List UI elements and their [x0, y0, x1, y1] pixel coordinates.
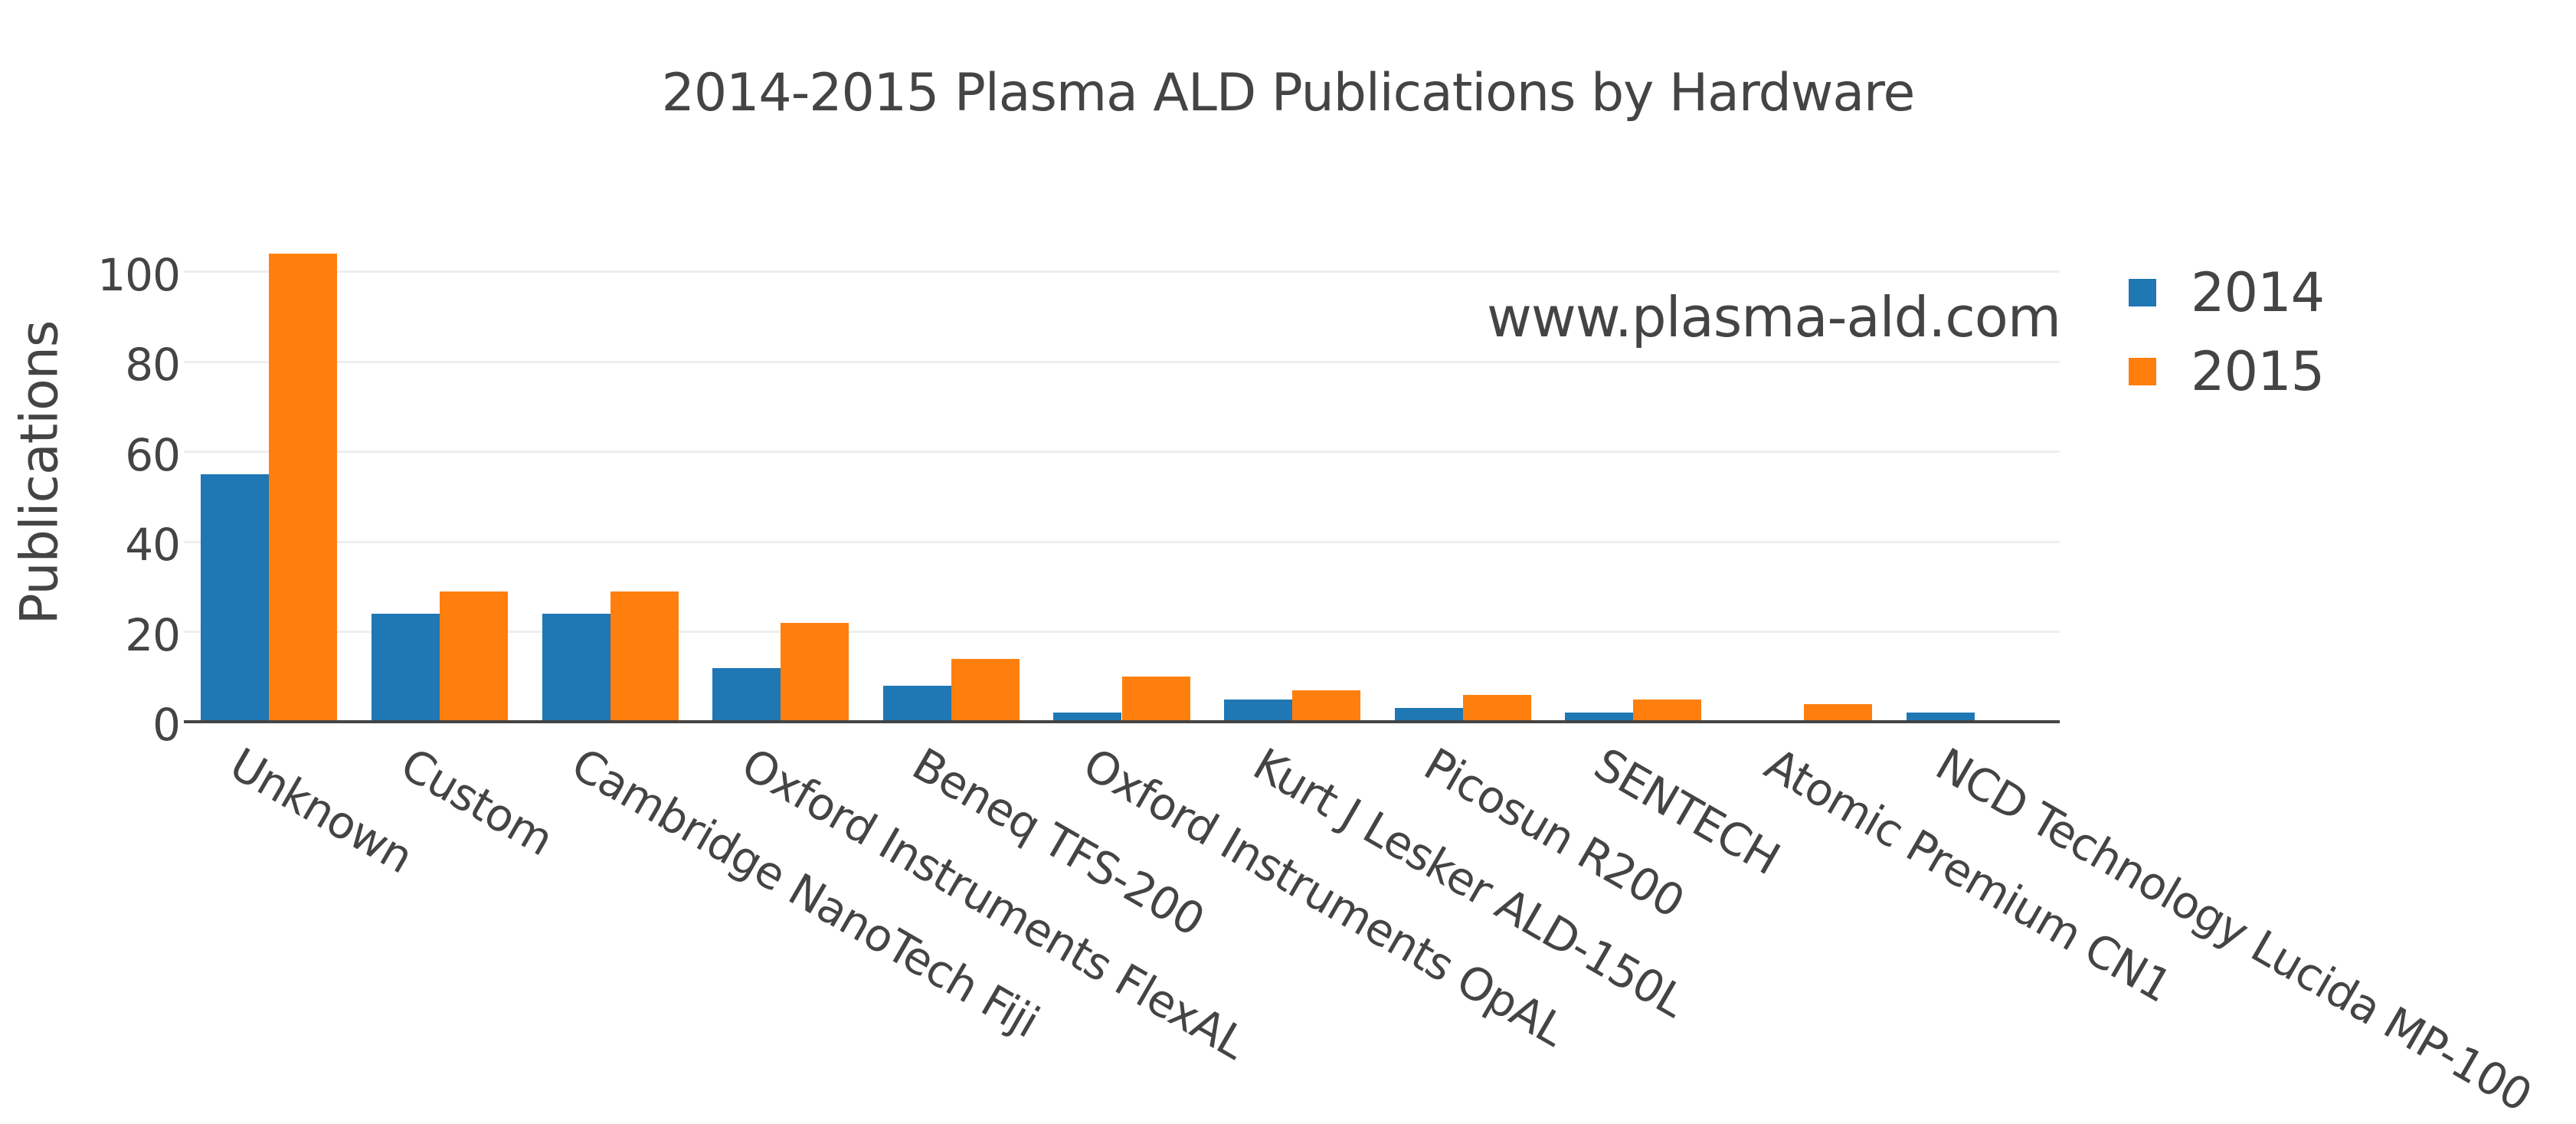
watermark-annotation: www.plasma-ald.com [1486, 285, 2061, 349]
bar-2015[interactable] [951, 658, 1020, 722]
chart-title: 2014-2015 Plasma ALD Publications by Har… [661, 63, 1916, 123]
y-tick-label: 60 [125, 428, 181, 481]
x-tick-label: Custom [391, 738, 562, 866]
x-axis-line [184, 720, 2060, 723]
bar-2015[interactable] [1462, 694, 1531, 722]
bar-2015[interactable] [1121, 677, 1190, 722]
bar-2014[interactable] [371, 614, 440, 722]
y-axis-title: Publications [9, 320, 70, 625]
legend-label: 2015 [2191, 339, 2325, 403]
legend-swatch-icon [2129, 278, 2156, 306]
y-tick-label: 40 [125, 519, 181, 572]
bar-2014[interactable] [1394, 708, 1463, 722]
y-tick-label: 0 [152, 699, 181, 751]
bar-2015[interactable] [610, 591, 679, 722]
legend: 2014 2015 [2129, 253, 2325, 411]
bar-2014[interactable] [1565, 713, 1634, 722]
bar-2014[interactable] [1053, 713, 1122, 722]
gridline [184, 631, 2060, 634]
bar-2015[interactable] [1633, 699, 1702, 722]
bar-2015[interactable] [781, 622, 849, 722]
bar-2014[interactable] [1224, 699, 1293, 722]
gridline [184, 270, 2060, 274]
legend-swatch-icon [2129, 357, 2156, 385]
y-tick-label: 80 [125, 339, 181, 392]
gridline [184, 360, 2060, 363]
bar-2014[interactable] [1906, 713, 1975, 722]
gridline [184, 540, 2060, 543]
legend-item-2015[interactable]: 2015 [2129, 332, 2325, 411]
gridline [184, 451, 2060, 454]
bar-2015[interactable] [439, 591, 508, 722]
bar-2015[interactable] [1292, 690, 1361, 722]
plot-area [184, 229, 2060, 722]
bar-2014[interactable] [201, 474, 270, 722]
legend-item-2014[interactable]: 2014 [2129, 253, 2325, 332]
bar-2015[interactable] [1804, 703, 1873, 722]
bar-2014[interactable] [712, 667, 781, 722]
bar-2015[interactable] [269, 254, 338, 722]
y-tick-label: 20 [125, 608, 181, 661]
legend-label: 2014 [2191, 261, 2325, 324]
y-tick-label: 100 [97, 248, 181, 301]
x-tick-label: Unknown [221, 738, 422, 884]
bar-2014[interactable] [542, 614, 610, 722]
bar-2014[interactable] [882, 686, 951, 722]
